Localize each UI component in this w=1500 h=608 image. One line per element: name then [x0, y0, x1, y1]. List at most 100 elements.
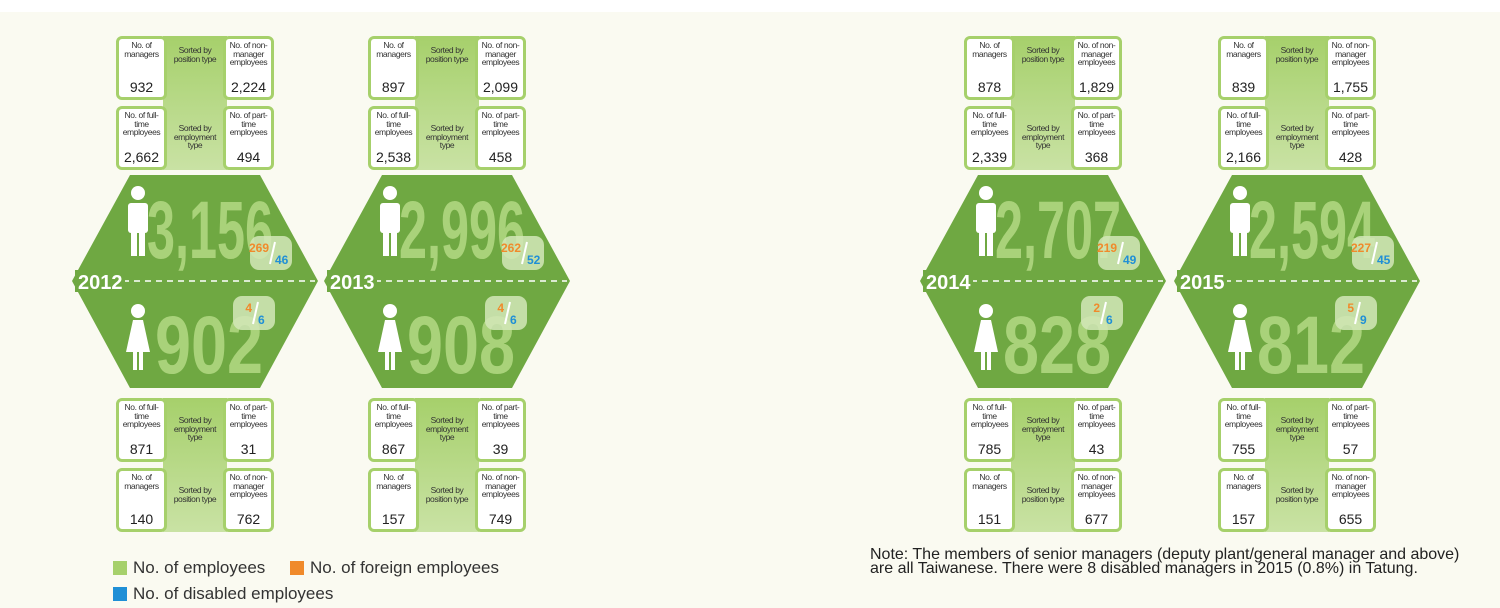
badge-slash [521, 241, 528, 265]
badge-slash [269, 241, 276, 265]
male-icon [1233, 186, 1247, 200]
foreign-count: 4 [497, 301, 504, 315]
box-value: 1,829 [1078, 79, 1115, 95]
male-icon [131, 230, 137, 256]
year: 2012 [78, 272, 123, 294]
box-value: 867 [381, 441, 406, 457]
box-value: 43 [1088, 441, 1105, 457]
sort-column [163, 398, 227, 532]
box-value: 428 [1338, 149, 1363, 165]
info-box: No. of full-time employees 2,166 [1218, 106, 1269, 170]
info-box: No. of managers 151 [964, 468, 1015, 532]
box-label: No. of non-manager employees [229, 472, 268, 499]
sort-label: Sorted by employment type [425, 123, 469, 150]
male-icon [1230, 203, 1250, 233]
female-icon [131, 304, 145, 318]
female-icon [391, 350, 395, 370]
badge [1098, 236, 1140, 270]
sort-label: Sorted by position type [173, 45, 217, 64]
male-icon [979, 230, 985, 256]
foreign-count: 2 [1093, 301, 1100, 315]
info-box: No. of non-manager employees 749 [475, 468, 526, 532]
badge [502, 236, 544, 270]
box-label: No. of part-time employees [1077, 402, 1116, 429]
sort-label: Sorted by position type [425, 45, 469, 64]
box-value: 2,099 [482, 79, 519, 95]
female-icon [378, 320, 402, 352]
box-label: No. of managers [124, 472, 159, 491]
badge-slash [1354, 301, 1361, 325]
box-value: 57 [1342, 441, 1359, 457]
year: 2013 [330, 272, 375, 294]
foreign-count: 5 [1347, 301, 1354, 315]
box-value: 785 [977, 441, 1002, 457]
box-label: No. of full-time employees [374, 110, 413, 137]
box-value: 762 [236, 511, 261, 527]
info-box: No. of part-time employees 494 [223, 106, 274, 170]
badge [233, 296, 275, 330]
legend-label: No. of disabled employees [133, 584, 334, 603]
box-label: No. of full-time employees [1224, 110, 1263, 137]
year-bg [1177, 270, 1227, 292]
disabled-count: 6 [258, 313, 265, 327]
male-icon [380, 203, 400, 233]
female-icon [126, 320, 150, 352]
box-value: 31 [240, 441, 257, 457]
box-label: No. of non-manager employees [481, 40, 520, 67]
info-box: No. of part-time employees 31 [223, 398, 274, 462]
badge-slash [252, 301, 259, 325]
box-value: 839 [1231, 79, 1256, 95]
box-label: No. of full-time employees [122, 402, 161, 429]
info-box: No. of managers 157 [1218, 468, 1269, 532]
female-icon [981, 350, 985, 370]
badge [1352, 236, 1394, 270]
box-value: 2,339 [971, 149, 1008, 165]
info-box: No. of part-time employees 43 [1071, 398, 1122, 462]
box-value: 897 [381, 79, 406, 95]
sort-label: Sorted by employment type [173, 123, 217, 150]
info-box: No. of managers 878 [964, 36, 1015, 100]
info-box: No. of part-time employees 458 [475, 106, 526, 170]
year-bg [327, 270, 377, 292]
box-value: 755 [1231, 441, 1256, 457]
box-label: No. of part-time employees [229, 402, 268, 429]
female-icon [1235, 350, 1239, 370]
box-label: No. of non-manager employees [229, 40, 268, 67]
box-label: No. of full-time employees [374, 402, 413, 429]
info-box: No. of non-manager employees 655 [1325, 468, 1376, 532]
female-icon [1241, 350, 1245, 370]
info-box: No. of non-manager employees 1,755 [1325, 36, 1376, 100]
info-box: No. of full-time employees 785 [964, 398, 1015, 462]
box-value: 458 [488, 149, 513, 165]
male-icon [987, 230, 993, 256]
year-bg [75, 270, 125, 292]
box-label: No. of part-time employees [229, 110, 268, 137]
legend-swatch [290, 561, 304, 575]
info-box: No. of full-time employees 2,538 [368, 106, 419, 170]
female-icon [139, 350, 143, 370]
badge-slash [1100, 301, 1107, 325]
box-value: 39 [492, 441, 509, 457]
box-value: 1,755 [1332, 79, 1369, 95]
box-value: 749 [488, 511, 513, 527]
female-icon [1228, 320, 1252, 352]
year-bg [923, 270, 973, 292]
info-box: No. of managers 157 [368, 468, 419, 532]
note: Note: The members of senior managers (de… [870, 546, 1460, 577]
box-value: 677 [1084, 511, 1109, 527]
info-box: No. of managers 932 [116, 36, 167, 100]
legend-label: No. of employees [133, 558, 266, 577]
foreign-count: 227 [1351, 241, 1371, 255]
sort-label: Sorted by employment type [1275, 415, 1319, 442]
box-label: No. of managers [1226, 472, 1261, 491]
box-value: 151 [977, 511, 1002, 527]
disabled-count: 49 [1123, 253, 1137, 267]
sort-label: Sorted by position type [173, 485, 217, 504]
sort-column [415, 36, 479, 170]
male-icon [139, 230, 145, 256]
box-value: 871 [129, 441, 154, 457]
disabled-count: 45 [1377, 253, 1391, 267]
sort-label: Sorted by position type [1275, 485, 1319, 504]
